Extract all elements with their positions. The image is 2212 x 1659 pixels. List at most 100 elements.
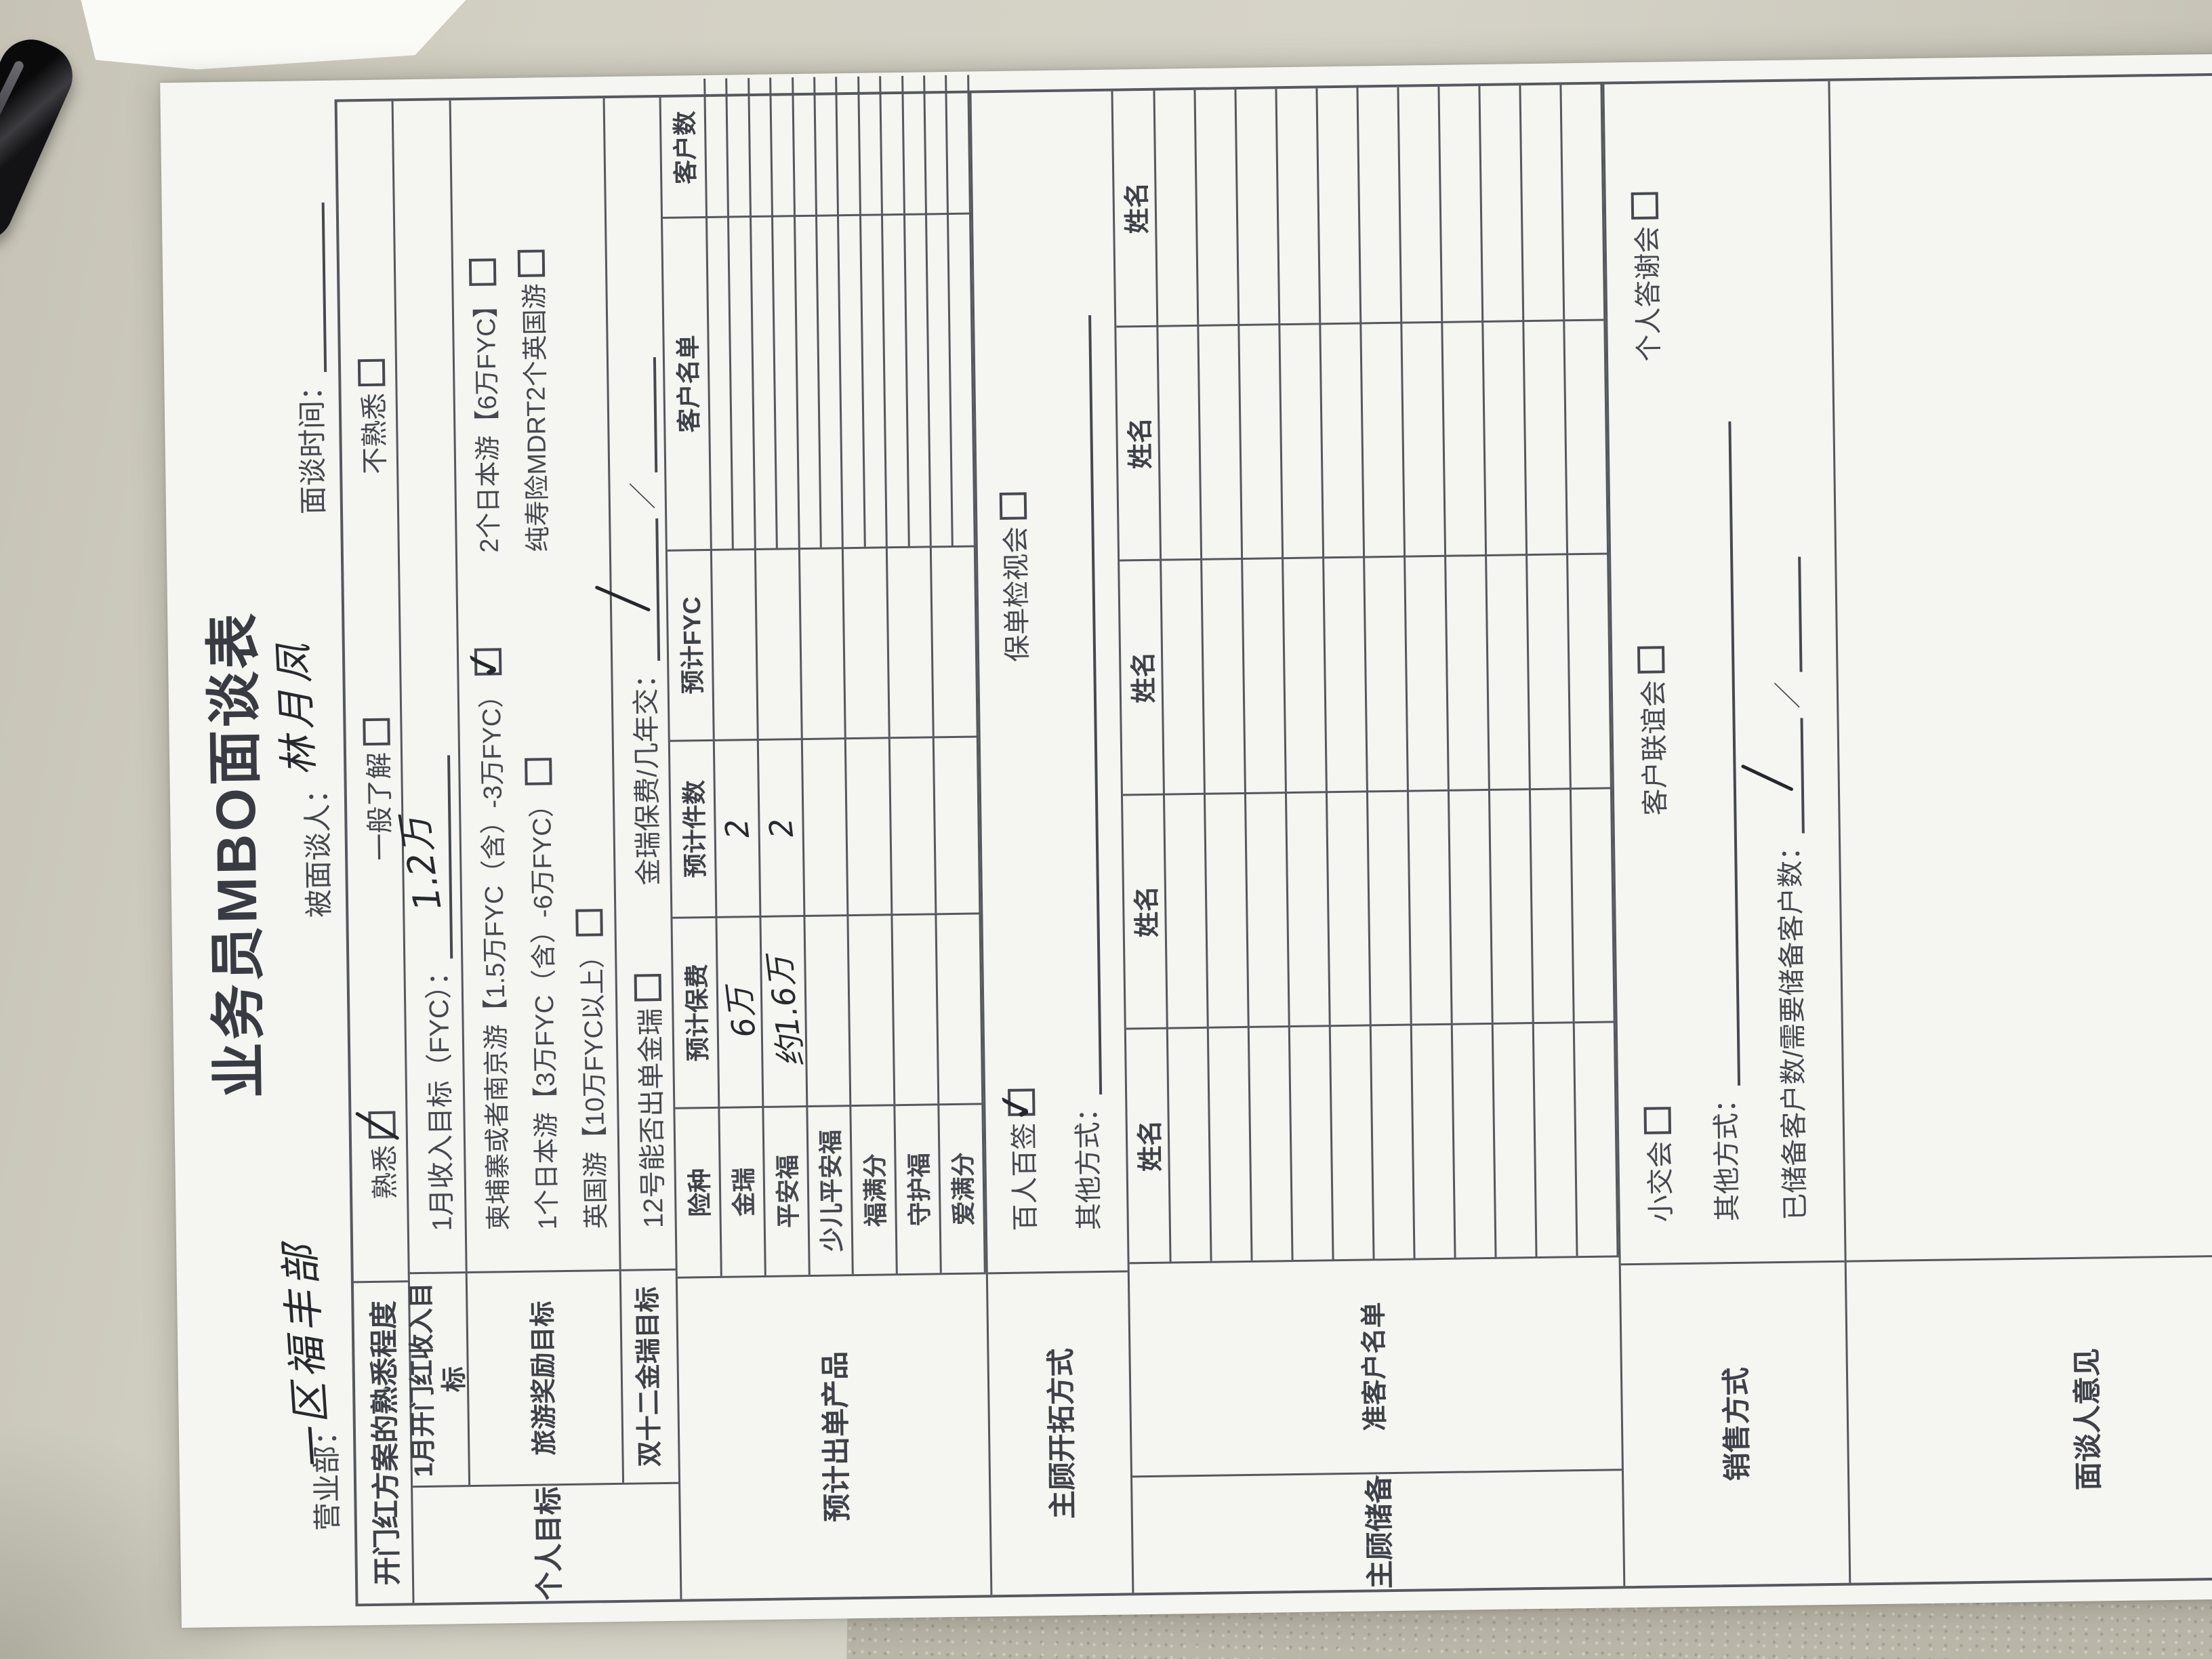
option-familiar[interactable]: 熟悉 xyxy=(354,1111,403,1200)
checkbox-general[interactable] xyxy=(363,718,390,746)
option-two-japan[interactable]: 2个日本游【6万FYC】 xyxy=(464,258,506,553)
premium-cell[interactable] xyxy=(804,914,852,1106)
client-count-cell[interactable] xyxy=(749,77,774,216)
double12-blank-2[interactable] xyxy=(623,357,658,473)
prospect-name-cell[interactable] xyxy=(1286,791,1331,1026)
reserved-count-blank[interactable] xyxy=(1740,718,1805,834)
prospect-name-cell[interactable] xyxy=(1568,552,1612,788)
fyc-cell[interactable] xyxy=(887,546,935,737)
prospect-name-cell[interactable] xyxy=(1571,787,1616,1022)
prospect-name-cell[interactable] xyxy=(1242,557,1287,792)
prospect-name-cell[interactable] xyxy=(1446,554,1490,790)
prospect-name-cell[interactable] xyxy=(1439,86,1483,321)
prospect-name-cell[interactable] xyxy=(1327,790,1372,1025)
prospect-name-cell[interactable] xyxy=(1452,1023,1497,1258)
prospect-name-cell[interactable] xyxy=(1161,558,1206,794)
prospect-name-cell[interactable] xyxy=(1368,790,1412,1025)
fyc-cell[interactable] xyxy=(800,547,847,739)
prospect-name-cell[interactable] xyxy=(1236,89,1280,324)
fyc-cell[interactable] xyxy=(844,546,890,738)
option-policy-review[interactable]: 保单检视会 xyxy=(993,492,1034,662)
option-hundred-sign[interactable]: 百人百签 ✓ xyxy=(988,1083,1044,1231)
prospect-name-cell[interactable] xyxy=(1324,556,1368,792)
checkbox-unfamiliar[interactable] xyxy=(357,359,386,387)
prospect-name-cell[interactable] xyxy=(1277,88,1321,323)
prospect-name-cell[interactable] xyxy=(1412,1023,1456,1258)
option-client-party[interactable]: 客户联谊会 xyxy=(1631,646,1673,816)
premium-cell[interactable] xyxy=(893,913,940,1105)
prospect-name-cell[interactable] xyxy=(1283,556,1328,792)
client-name-cell[interactable] xyxy=(949,212,976,546)
prospect-name-cell[interactable] xyxy=(1290,1025,1334,1261)
option-unfamiliar[interactable]: 不熟悉 xyxy=(352,359,392,475)
client-count-cell[interactable] xyxy=(859,76,884,214)
prospect-name-cell[interactable] xyxy=(1486,554,1531,789)
checkbox-double12[interactable] xyxy=(634,974,662,1002)
prospect-name-cell[interactable] xyxy=(1490,787,1534,1023)
premium-cell[interactable] xyxy=(937,912,983,1104)
count-cell[interactable] xyxy=(802,737,849,916)
prospecting-other-blank[interactable] xyxy=(1058,315,1102,1095)
checkbox-familiar[interactable] xyxy=(354,1111,400,1141)
fyc-cell[interactable] xyxy=(931,545,979,737)
prospect-name-cell[interactable] xyxy=(1364,555,1409,791)
count-cell[interactable] xyxy=(890,736,937,914)
prospect-name-cell[interactable] xyxy=(1239,323,1284,558)
prospect-name-cell[interactable] xyxy=(1493,1022,1538,1257)
client-count-cell[interactable] xyxy=(903,75,927,213)
prospect-name-cell[interactable] xyxy=(1155,89,1199,325)
sales-other-blank[interactable] xyxy=(1698,421,1740,1086)
client-count-cell[interactable] xyxy=(727,78,752,216)
count-cell[interactable]: 2 xyxy=(714,738,762,916)
client-count-cell[interactable] xyxy=(947,75,971,213)
prospect-name-cell[interactable] xyxy=(1208,1026,1253,1261)
option-small-meeting[interactable]: 小交会 xyxy=(1637,1107,1678,1223)
double12-blank-1[interactable] xyxy=(594,518,661,661)
client-count-cell[interactable] xyxy=(881,75,905,214)
checkbox-hundred-sign[interactable]: ✓ xyxy=(989,1084,1044,1128)
prospect-name-cell[interactable] xyxy=(1195,89,1240,325)
prospect-name-cell[interactable] xyxy=(1205,792,1250,1027)
prospect-name-cell[interactable] xyxy=(1574,1021,1619,1256)
count-cell[interactable]: 2 xyxy=(758,738,805,916)
prospect-name-cell[interactable] xyxy=(1530,787,1575,1023)
prospect-name-cell[interactable] xyxy=(1561,84,1605,319)
client-count-cell[interactable] xyxy=(705,78,730,216)
income-blank[interactable]: 1.2万 xyxy=(393,755,453,959)
client-count-cell[interactable] xyxy=(815,77,840,215)
count-cell[interactable] xyxy=(934,735,981,914)
checkbox-personal-thanks[interactable] xyxy=(1631,192,1658,220)
option-personal-thanks[interactable]: 个人答谢会 xyxy=(1624,192,1666,362)
fyc-cell[interactable] xyxy=(756,548,803,739)
option-one-japan[interactable]: 1个日本游【3万FYC（含）-6万FYC） xyxy=(520,758,564,1230)
needed-count-blank[interactable] xyxy=(1767,556,1803,673)
prospect-name-cell[interactable] xyxy=(1405,554,1450,790)
checkbox-mdrt-uk[interactable] xyxy=(517,249,546,277)
option-mdrt-uk[interactable]: 纯寿险MDRT2个英国游 xyxy=(513,249,554,552)
prospect-name-cell[interactable] xyxy=(1361,321,1406,556)
prospect-name-cell[interactable] xyxy=(1168,1027,1212,1262)
prospect-name-cell[interactable] xyxy=(1198,323,1243,559)
prospect-name-cell[interactable] xyxy=(1527,553,1572,788)
time-blank[interactable] xyxy=(291,202,327,373)
prospect-name-cell[interactable] xyxy=(1480,85,1524,321)
prospect-name-cell[interactable] xyxy=(1320,322,1365,557)
checkbox-two-japan[interactable] xyxy=(468,258,497,286)
premium-cell[interactable]: 6万 xyxy=(717,915,764,1107)
prospect-name-cell[interactable] xyxy=(1202,558,1246,793)
prospect-name-cell[interactable] xyxy=(1246,791,1290,1027)
prospect-name-cell[interactable] xyxy=(1521,85,1565,320)
client-count-cell[interactable] xyxy=(771,77,796,216)
checkbox-policy-review[interactable] xyxy=(999,492,1027,520)
prospect-name-cell[interactable] xyxy=(1164,792,1209,1027)
checkbox-small-meeting[interactable] xyxy=(1643,1107,1671,1134)
checkbox-cambodia[interactable]: ✓ xyxy=(457,642,512,687)
prospect-name-cell[interactable] xyxy=(1279,322,1324,558)
checkbox-uk[interactable] xyxy=(575,908,603,937)
prospect-name-cell[interactable] xyxy=(1158,324,1202,559)
checkbox-one-japan[interactable] xyxy=(525,758,552,785)
opinion-area[interactable] xyxy=(1830,75,2212,1261)
prospect-name-cell[interactable] xyxy=(1564,319,1609,554)
fyc-cell[interactable] xyxy=(712,548,759,739)
count-cell[interactable] xyxy=(846,737,893,915)
